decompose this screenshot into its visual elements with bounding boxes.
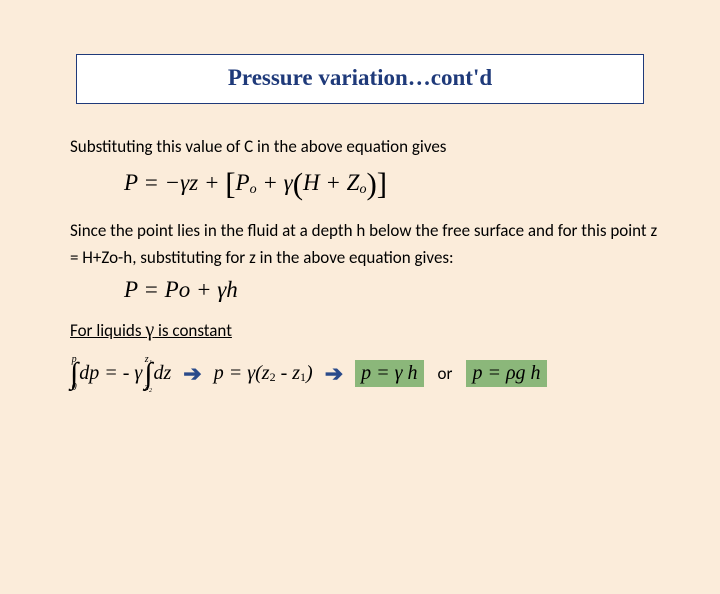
integrand-2: dz (153, 362, 171, 385)
mid-paren-close: ) (306, 362, 313, 384)
arrow-icon-2: ➔ (325, 360, 343, 387)
slide-title: Pressure variation…cont'd (89, 65, 631, 91)
gamma-symbol: γ (145, 319, 154, 341)
highlight-eq-2: p = ρg h (466, 360, 546, 387)
mid-z1: z (292, 362, 300, 384)
integral-block: p ∫ 0 dp = - γ z₁ ∫ z₂ dz (70, 356, 171, 391)
mid-minus: - (276, 362, 293, 384)
gamma-line: For liquids γ is constant (70, 319, 664, 342)
eq2-text: P = Po + γh (124, 277, 238, 302)
equation-2: P = Po + γh (124, 277, 664, 303)
int1-lower: 0 (72, 384, 77, 391)
eq1-paren-open: ( (293, 166, 303, 201)
content-area: Substituting this value of C in the abov… (70, 134, 664, 391)
eq1-po: P (236, 170, 250, 195)
final-equation-row: p ∫ 0 dp = - γ z₁ ∫ z₂ dz ➔ p = γ(z2 - z… (70, 356, 664, 391)
highlight-eq-1: p = γ h (355, 360, 423, 387)
eq1-rhs-a: = −γz + (138, 170, 226, 195)
or-text: or (438, 363, 453, 384)
eq1-lhs: P (124, 170, 138, 195)
paragraph-1: Substituting this value of C in the abov… (70, 134, 664, 160)
gamma-pre: For liquids (70, 320, 145, 341)
paragraph-2: Since the point lies in the fluid at a d… (70, 218, 664, 271)
title-box: Pressure variation…cont'd (76, 54, 644, 104)
arrow-icon-1: ➔ (183, 360, 201, 387)
integral-sign-2: ∫ (144, 363, 152, 384)
mid-lhs: p (214, 362, 224, 384)
eq1-mid: + γ (257, 170, 293, 195)
gamma-post: is constant (154, 320, 232, 341)
integral-1: p ∫ 0 (70, 356, 78, 391)
mid-rhs-a: = γ (224, 362, 255, 384)
integral-2: z₁ ∫ z₂ (144, 356, 152, 391)
int2-lower: z₂ (145, 384, 152, 391)
mid-z2: z (262, 362, 270, 384)
eq1-po-sub: o (250, 182, 257, 197)
eq1-paren-close: ) (366, 166, 376, 201)
equation-1: P = −γz + [Po + γ(H + Zo)] (124, 166, 664, 202)
mid-paren-open: ( (255, 362, 262, 384)
mid-equation: p = γ(z2 - z1) (214, 362, 313, 385)
integrand-1: dp = - γ (79, 362, 142, 385)
integral-sign-1: ∫ (70, 363, 78, 384)
eq1-bracket-close: ] (377, 166, 387, 201)
eq1-bracket-open: [ (225, 166, 235, 201)
eq1-inner: H + Z (303, 170, 359, 195)
